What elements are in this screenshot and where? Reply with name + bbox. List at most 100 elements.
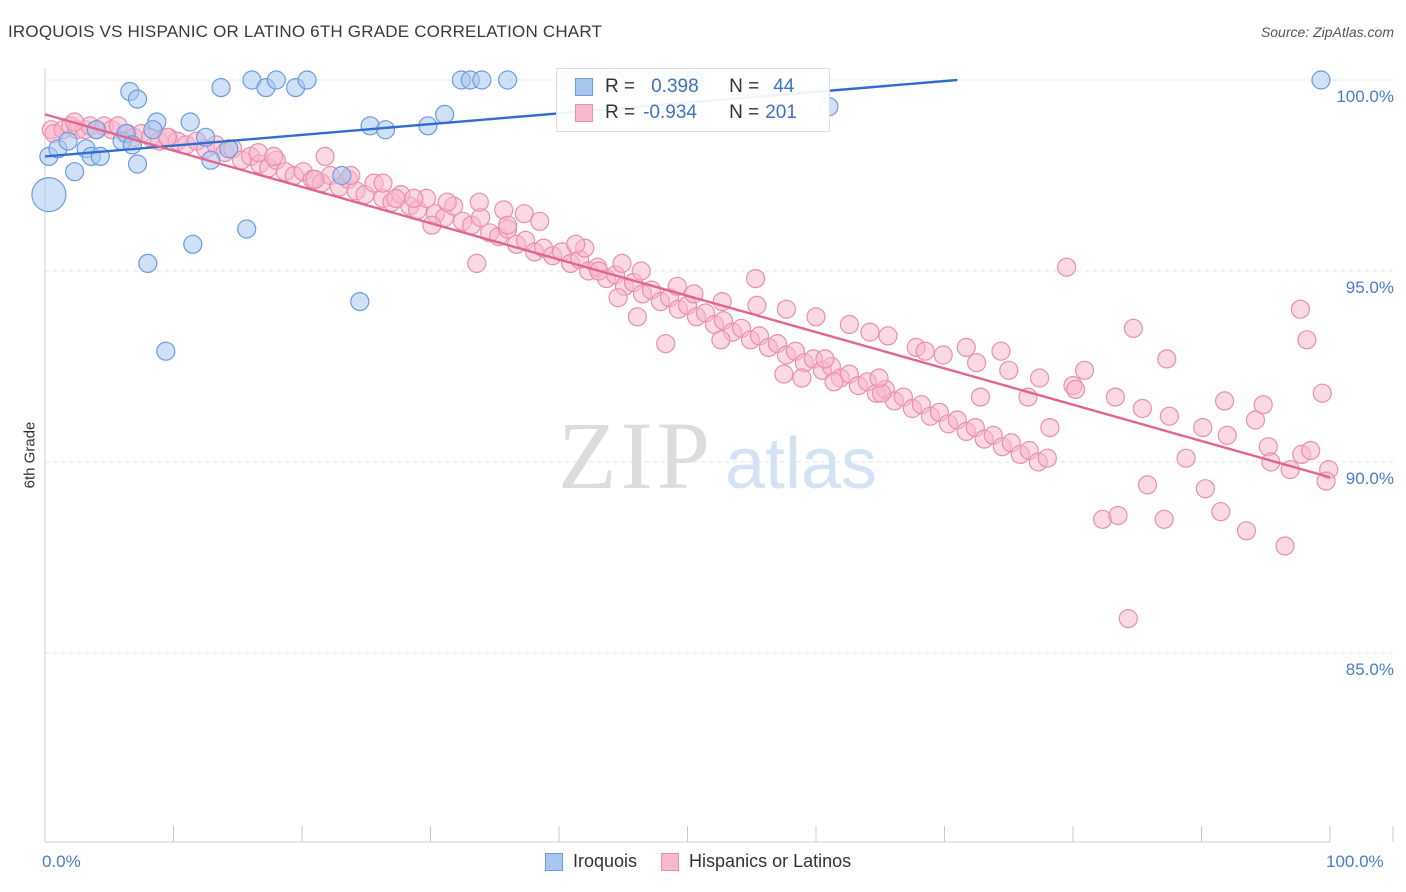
data-point-iroquois xyxy=(138,253,158,273)
y-tick-label: 90.0% xyxy=(1345,469,1394,488)
data-point-iroquois xyxy=(266,70,286,90)
data-point-hispanics xyxy=(1217,425,1237,445)
data-point-hispanics xyxy=(956,337,976,357)
data-point-hispanics xyxy=(498,215,518,235)
data-point-hispanics xyxy=(612,253,632,273)
data-point-iroquois xyxy=(498,70,518,90)
data-point-hispanics xyxy=(1214,391,1235,411)
data-point-hispanics xyxy=(1108,505,1128,526)
data-point-hispanics xyxy=(1211,502,1231,522)
legend-label-iroquois: Iroquois xyxy=(573,851,638,871)
data-point-hispanics xyxy=(1236,521,1257,541)
data-point-hispanics xyxy=(970,387,991,407)
stats-row-hispanics: R = -0.934 N = 201 xyxy=(575,101,797,125)
data-point-hispanics xyxy=(656,334,676,354)
data-point-hispanics xyxy=(386,188,406,208)
data-point-iroquois xyxy=(297,70,317,90)
data-point-iroquois xyxy=(350,292,370,312)
data-point-hispanics xyxy=(1029,368,1050,388)
data-point-iroquois xyxy=(332,165,352,186)
data-point-hispanics xyxy=(1040,418,1060,438)
data-point-iroquois xyxy=(472,70,492,90)
y-axis-label: 6th Grade xyxy=(21,421,39,489)
data-point-hispanics xyxy=(1176,448,1196,468)
data-point-hispanics xyxy=(991,341,1011,361)
hispanics-swatch xyxy=(575,104,593,122)
data-point-hispanics xyxy=(878,326,898,346)
data-point-iroquois xyxy=(180,112,200,132)
data-point-hispanics xyxy=(1074,360,1095,380)
iroquois-swatch xyxy=(575,78,593,96)
data-point-hispanics xyxy=(264,146,284,166)
watermark-zip: ZIP xyxy=(558,402,714,509)
data-point-hispanics xyxy=(1316,471,1336,491)
data-point-hispanics xyxy=(1123,318,1144,338)
r-label: R = xyxy=(605,102,636,123)
legend-label-hispanics: Hispanics or Latinos xyxy=(689,851,852,871)
series-hispanics-points xyxy=(41,112,1339,629)
data-point-hispanics xyxy=(1105,387,1126,407)
data-point-hispanics xyxy=(404,188,424,208)
r-value: 0.398 xyxy=(651,76,699,97)
data-point-hispanics xyxy=(869,368,889,388)
series-iroquois-points xyxy=(31,70,1331,361)
data-point-iroquois xyxy=(156,341,176,361)
data-point-hispanics xyxy=(1037,448,1057,468)
data-point-hispanics xyxy=(1245,410,1266,430)
data-point-iroquois xyxy=(143,120,163,140)
n-value: 44 xyxy=(773,76,795,97)
data-point-hispanics xyxy=(1157,349,1177,369)
data-point-hispanics xyxy=(469,192,489,212)
trend-line-hispanics xyxy=(44,113,1331,479)
data-point-hispanics xyxy=(966,353,987,373)
data-point-hispanics xyxy=(1154,509,1174,529)
data-point-hispanics xyxy=(1297,330,1317,350)
legend-swatch-hispanics xyxy=(661,852,680,871)
data-point-iroquois xyxy=(31,177,67,213)
data-point-iroquois xyxy=(183,234,203,254)
data-point-hispanics xyxy=(566,234,586,254)
r-value: -0.934 xyxy=(643,102,697,123)
data-point-iroquois xyxy=(219,139,239,159)
stats-legend: R = 0.398 N = 44 R = -0.934 N = 201 xyxy=(556,68,830,132)
data-point-hispanics xyxy=(815,349,835,369)
data-point-hispanics xyxy=(747,295,767,315)
x-tick-label-max: 100.0% xyxy=(1326,852,1384,871)
data-point-hispanics xyxy=(1290,299,1311,319)
stats-row-iroquois: R = 0.398 N = 44 xyxy=(575,75,794,99)
chart-title: IROQUOIS VS HISPANIC OR LATINO 6TH GRADE… xyxy=(8,22,603,41)
data-point-iroquois xyxy=(435,104,455,125)
data-point-iroquois xyxy=(58,131,78,151)
x-tick-label-min: 0.0% xyxy=(42,852,81,871)
data-point-iroquois xyxy=(211,77,231,98)
data-point-hispanics xyxy=(1132,398,1153,419)
data-point-iroquois xyxy=(375,120,396,140)
data-point-hispanics xyxy=(824,372,844,392)
data-point-hispanics xyxy=(1137,475,1158,495)
data-point-hispanics xyxy=(315,146,335,166)
data-point-hispanics xyxy=(1118,608,1138,629)
data-point-iroquois xyxy=(64,162,85,182)
source-note: Source: ZipAtlas.com xyxy=(1260,24,1394,40)
y-tick-label: 100.0% xyxy=(1336,87,1394,106)
n-value: 201 xyxy=(765,102,797,123)
data-point-hispanics xyxy=(1253,395,1273,415)
data-point-hispanics xyxy=(1065,379,1086,399)
data-point-hispanics xyxy=(774,364,794,384)
data-point-iroquois xyxy=(127,154,148,174)
data-point-hispanics xyxy=(1193,418,1213,438)
legend-item-hispanics: Hispanics or Latinos xyxy=(661,851,851,872)
legend-item-iroquois: Iroquois xyxy=(545,851,637,872)
data-point-hispanics xyxy=(1275,536,1295,556)
legend-swatch-iroquois xyxy=(545,852,563,871)
watermark-atlas: atlas xyxy=(725,424,877,504)
n-label: N = xyxy=(729,102,760,123)
data-point-hispanics xyxy=(1056,257,1077,277)
data-point-hispanics xyxy=(373,173,393,193)
data-point-iroquois xyxy=(127,89,148,109)
n-label: N = xyxy=(729,76,760,97)
r-label: R = xyxy=(605,76,636,97)
data-point-hispanics xyxy=(776,299,797,319)
data-point-hispanics xyxy=(745,269,766,289)
